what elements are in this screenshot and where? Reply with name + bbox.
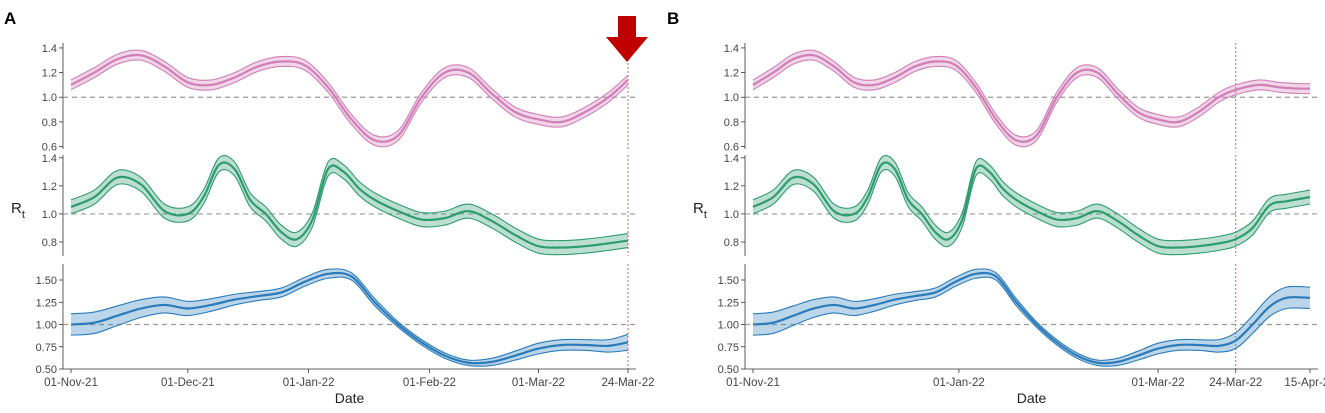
mean-line (70, 161, 629, 249)
lower-bound-line (70, 59, 629, 148)
upper-bound-line (70, 154, 629, 242)
y-tick-label: 1.4 (724, 153, 739, 165)
y-axis-label: Rt (693, 200, 707, 221)
panel-b: B Rt 0.6 0.8 1.0 1.2 1.4 0.8 1.0 1.2 1.4 0.50 0.75 1.… (667, 9, 1325, 406)
y-tick-label: 1.2 (724, 68, 739, 80)
upper-bound-line (752, 268, 1311, 361)
y-tick-label: 1.0 (42, 92, 57, 104)
mean-line (752, 53, 1311, 143)
x-tick-label: 01-Jan-22 (933, 377, 985, 389)
x-tick-label: 01-Feb-22 (403, 377, 456, 389)
y-tick-label: 0.8 (724, 117, 739, 129)
lower-bound-line (752, 59, 1311, 148)
y-tick-label: 1.25 (718, 297, 739, 309)
y-tick-label: 1.0 (724, 92, 739, 104)
y-tick-label: 1.4 (42, 153, 57, 165)
x-tick-label: 01-Mar-22 (512, 377, 565, 389)
y-axis-label: Rt (11, 200, 25, 221)
x-axis-label: Date (1017, 390, 1047, 406)
y-tick-label: 0.6 (724, 142, 739, 154)
x-axis-label: Date (335, 390, 365, 406)
x-tick-label: 01-Mar-22 (1132, 377, 1185, 389)
y-tick-label: 0.8 (42, 237, 57, 249)
mean-line (70, 271, 629, 365)
lower-bound-line (752, 169, 1311, 256)
confidence-band (71, 268, 628, 367)
y-tick-label: 0.8 (724, 237, 739, 249)
y-tick-label: 0.75 (718, 342, 739, 354)
subplot-2: 0.8 1.0 1.2 1.4 (724, 153, 1318, 256)
lower-bound-line (752, 276, 1311, 367)
panel-label: A (4, 9, 16, 28)
y-tick-label: 0.6 (42, 142, 57, 154)
x-tick-label: 01-Nov-21 (44, 377, 98, 389)
mean-line (70, 53, 629, 143)
upper-bound-line (70, 49, 629, 138)
arrow-shaft (618, 16, 636, 38)
subplot-1: 0.6 0.8 1.0 1.2 1.4 (42, 43, 636, 154)
y-tick-label: 1.4 (42, 43, 57, 55)
panel-a: A Rt 0.6 0.8 1.0 1.2 1.4 0.8 1.0 1.2 1.4 0.50 0.75 1.… (4, 9, 655, 406)
confidence-band (753, 155, 1310, 255)
y-tick-label: 1.4 (724, 43, 739, 55)
y-tick-label: 0.75 (36, 342, 57, 354)
y-tick-label: 1.2 (42, 181, 57, 193)
x-tick-label: 24-Mar-22 (601, 377, 654, 389)
subplot-3: 0.50 0.75 1.00 1.25 1.50 01-Nov-21 01-Dec-21 01… (36, 264, 655, 389)
y-tick-label: 1.2 (42, 68, 57, 80)
x-tick-label: 01-Nov-21 (726, 377, 780, 389)
y-tick-label: 1.2 (724, 181, 739, 193)
upper-bound-line (70, 268, 629, 361)
x-tick-label: 15-Apr-22 (1284, 377, 1325, 389)
y-tick-label: 1.0 (42, 209, 57, 221)
y-tick-label: 1.50 (718, 275, 739, 287)
subplot-2: 0.8 1.0 1.2 1.4 (42, 153, 636, 256)
y-tick-label: 1.25 (36, 297, 57, 309)
y-tick-label: 1.00 (718, 320, 739, 332)
x-tick-label: 24-Mar-22 (1209, 377, 1262, 389)
arrow-head (606, 37, 648, 62)
x-tick-label: 01-Dec-21 (161, 377, 215, 389)
lower-bound-line (70, 276, 629, 367)
subplot-1: 0.6 0.8 1.0 1.2 1.4 (724, 43, 1318, 154)
arrow-down-icon (606, 16, 648, 62)
y-tick-label: 1.00 (36, 320, 57, 332)
subplot-3: 0.50 0.75 1.00 1.25 1.50 01-Nov-21 01-Jan-22 01… (718, 264, 1325, 389)
mean-line (752, 161, 1311, 249)
y-tick-label: 1.0 (724, 209, 739, 221)
y-tick-label: 0.50 (36, 364, 57, 376)
y-tick-label: 0.50 (718, 364, 739, 376)
confidence-band (71, 50, 628, 147)
upper-bound-line (752, 154, 1311, 242)
x-tick-label: 01-Jan-22 (283, 377, 335, 389)
panel-label: B (667, 9, 679, 28)
upper-bound-line (752, 49, 1311, 138)
lower-bound-line (70, 169, 629, 256)
confidence-band (753, 268, 1310, 367)
mean-line (752, 271, 1311, 365)
y-tick-label: 0.8 (42, 117, 57, 129)
y-tick-label: 1.50 (36, 275, 57, 287)
